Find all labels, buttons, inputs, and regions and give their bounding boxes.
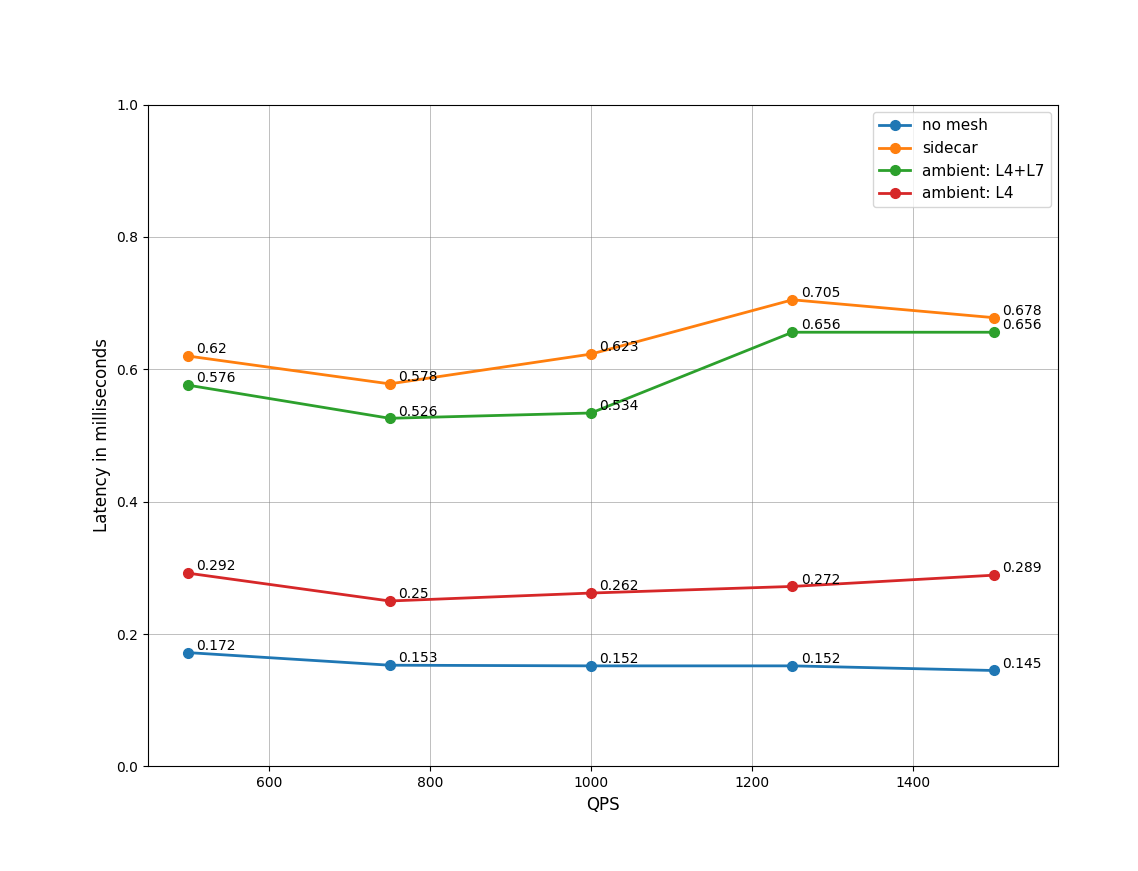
Text: 0.578: 0.578 <box>398 370 437 384</box>
Text: 0.576: 0.576 <box>197 371 236 385</box>
ambient: L4+L7: (500, 0.576): L4+L7: (500, 0.576) <box>181 380 195 390</box>
Text: 0.656: 0.656 <box>1003 319 1042 333</box>
Line: ambient: L4: ambient: L4 <box>183 568 999 606</box>
no mesh <box>181 647 195 658</box>
Text: 0.172: 0.172 <box>197 638 236 653</box>
Text: 0.152: 0.152 <box>801 652 840 666</box>
Text: 0.534: 0.534 <box>600 399 638 413</box>
no mesh <box>584 660 597 671</box>
no mesh <box>987 665 1000 676</box>
Text: 0.272: 0.272 <box>801 572 840 587</box>
Text: 0.262: 0.262 <box>600 579 638 593</box>
Text: 0.145: 0.145 <box>1003 657 1041 671</box>
sidecar <box>584 349 597 360</box>
Text: 0.292: 0.292 <box>197 559 236 573</box>
Text: 0.623: 0.623 <box>600 341 638 354</box>
ambient: L4: (1.25e+03, 0.272): L4: (1.25e+03, 0.272) <box>785 581 799 591</box>
Text: 0.62: 0.62 <box>197 342 228 356</box>
ambient: L4: (750, 0.25): L4: (750, 0.25) <box>382 596 396 606</box>
Text: 0.526: 0.526 <box>398 404 437 418</box>
no mesh <box>382 660 396 671</box>
sidecar <box>987 313 1000 323</box>
ambient: L4+L7: (750, 0.526): L4+L7: (750, 0.526) <box>382 413 396 423</box>
Text: 0.25: 0.25 <box>398 587 429 601</box>
ambient: L4+L7: (1.25e+03, 0.656): L4+L7: (1.25e+03, 0.656) <box>785 327 799 337</box>
sidecar <box>181 351 195 361</box>
Text: 0.289: 0.289 <box>1003 562 1042 576</box>
Line: sidecar: sidecar <box>183 295 999 388</box>
ambient: L4+L7: (1.5e+03, 0.656): L4+L7: (1.5e+03, 0.656) <box>987 327 1000 337</box>
sidecar <box>382 379 396 389</box>
ambient: L4: (500, 0.292): L4: (500, 0.292) <box>181 568 195 578</box>
ambient: L4: (1e+03, 0.262): L4: (1e+03, 0.262) <box>584 588 597 598</box>
no mesh <box>785 660 799 671</box>
Text: 0.153: 0.153 <box>398 652 437 665</box>
Y-axis label: Latency in milliseconds: Latency in milliseconds <box>92 339 110 532</box>
X-axis label: QPS: QPS <box>586 796 620 814</box>
ambient: L4: (1.5e+03, 0.289): L4: (1.5e+03, 0.289) <box>987 570 1000 580</box>
Text: 0.705: 0.705 <box>801 286 840 300</box>
Text: 0.656: 0.656 <box>801 319 841 333</box>
sidecar <box>785 294 799 305</box>
Line: no mesh: no mesh <box>183 648 999 675</box>
Line: ambient: L4+L7: ambient: L4+L7 <box>183 327 999 423</box>
Text: 0.678: 0.678 <box>1003 304 1042 318</box>
Text: 0.152: 0.152 <box>600 652 638 666</box>
ambient: L4+L7: (1e+03, 0.534): L4+L7: (1e+03, 0.534) <box>584 408 597 418</box>
Legend: no mesh, sidecar, ambient: L4+L7, ambient: L4: no mesh, sidecar, ambient: L4+L7, ambien… <box>873 112 1050 207</box>
